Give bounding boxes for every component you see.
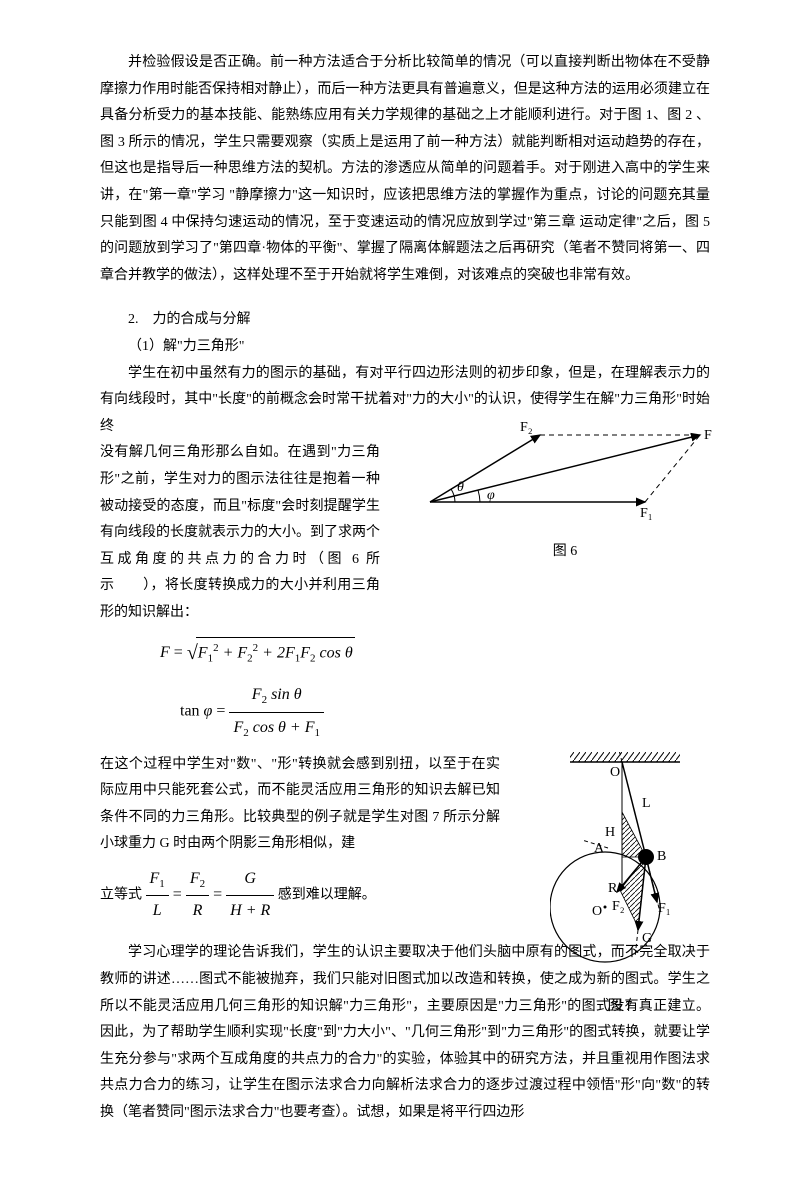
formula-angle: tan φ = F2 sin θ F2 cos θ + F1 bbox=[180, 680, 710, 743]
figure-6-svg: θ φ F₂ F F₁ bbox=[410, 417, 720, 527]
svg-text:G: G bbox=[642, 931, 652, 946]
block-figure7: 在这个过程中学生对"数"、"形"转换就会感到别扭，以至于在实际应用中只能死套公式… bbox=[100, 752, 710, 927]
section-number: 2. bbox=[128, 312, 139, 327]
paragraph-3: 在这个过程中学生对"数"、"形"转换就会感到别扭，以至于在实际应用中只能死套公式… bbox=[100, 752, 500, 858]
svg-text:F₁: F₁ bbox=[640, 506, 653, 521]
figure-6: θ φ F₂ F F₁ 图 6 bbox=[410, 417, 720, 566]
figure-6-caption: 图 6 bbox=[410, 539, 720, 566]
svg-text:θ: θ bbox=[457, 480, 464, 495]
p3b-prefix: 立等式 bbox=[100, 887, 142, 902]
svg-text:L: L bbox=[642, 796, 651, 811]
section-title: 力的合成与分解 bbox=[153, 312, 251, 327]
svg-text:F₁: F₁ bbox=[658, 901, 671, 916]
svg-text:φ: φ bbox=[487, 488, 495, 503]
section-2-heading: 2. 力的合成与分解 bbox=[100, 307, 710, 334]
formula1-lhs: F bbox=[160, 644, 170, 661]
svg-text:O: O bbox=[592, 904, 602, 919]
paragraph-2b: 没有解几何三角形那么自如。在遇到"力三角形"之前，学生对力的图示法往往是抱着一种… bbox=[100, 440, 380, 626]
svg-text:O: O bbox=[610, 765, 620, 780]
figure-7-caption: 图 7 bbox=[550, 994, 690, 1021]
subsection-1-heading: （1）解"力三角形" bbox=[100, 334, 710, 361]
similarity-equation: F1L = F2R = GH + R bbox=[146, 864, 275, 926]
figure-7-svg: O L B A H R O bbox=[550, 752, 690, 982]
paragraph-1: 并检验假设是否正确。前一种方法适合于分析比较简单的情况（可以直接判断出物体在不受… bbox=[100, 50, 710, 289]
svg-text:B: B bbox=[657, 849, 666, 864]
svg-text:F₂: F₂ bbox=[520, 420, 533, 435]
formula-magnitude: F = √F12 + F22 + 2F1F2 cos θ bbox=[160, 634, 710, 672]
figure-7: O L B A H R O bbox=[550, 752, 690, 1021]
block-figure6: 学生在初中虽然有力的图示的基础，有对平行四边形法则的初步印象，但是，在理解表示力… bbox=[100, 361, 710, 627]
p3b-suffix: 感到难以理解。 bbox=[278, 887, 376, 902]
svg-text:A: A bbox=[594, 841, 605, 856]
svg-text:R: R bbox=[608, 881, 618, 896]
svg-text:H: H bbox=[605, 825, 615, 840]
paragraph-3b: 立等式 F1L = F2R = GH + R 感到难以理解。 bbox=[100, 864, 500, 926]
svg-text:F₂: F₂ bbox=[612, 899, 625, 914]
svg-text:F: F bbox=[704, 428, 712, 443]
